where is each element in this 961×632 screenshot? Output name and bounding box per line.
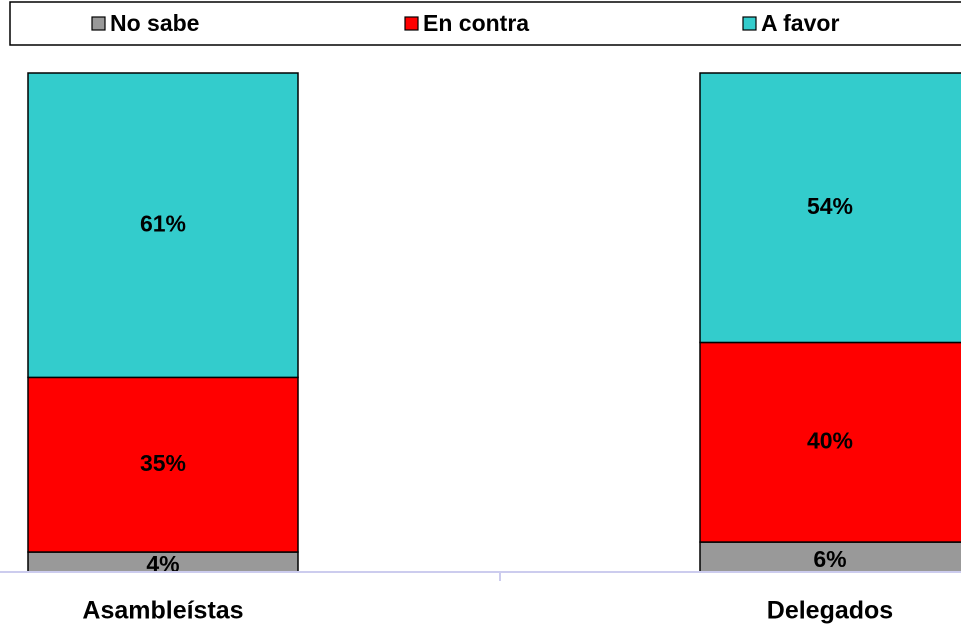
legend-swatch	[91, 16, 106, 31]
legend-swatch	[404, 16, 419, 31]
bar-segment	[699, 72, 961, 344]
value-label: 35%	[140, 450, 186, 476]
x-tick-label: Delegados	[767, 597, 893, 625]
legend-label: A favor	[761, 10, 839, 36]
bar-segment	[27, 376, 299, 553]
value-label: 4%	[146, 551, 179, 577]
legend-label: No sabe	[110, 10, 199, 36]
value-label: 40%	[807, 427, 853, 453]
bar-segment	[27, 72, 299, 379]
legend-swatch	[742, 16, 757, 31]
value-label: 54%	[807, 193, 853, 219]
bar-segment	[699, 541, 961, 573]
legend-label: En contra	[423, 10, 529, 36]
x-tick-label: Asambleístas	[82, 597, 243, 625]
value-label: 6%	[813, 546, 846, 572]
bar-segment	[699, 341, 961, 543]
value-label: 61%	[140, 210, 186, 236]
legend-box	[9, 1, 961, 46]
